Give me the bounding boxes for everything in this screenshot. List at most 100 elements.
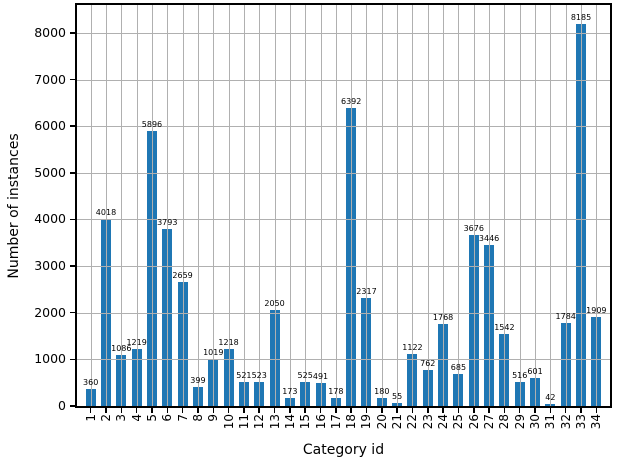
v-gridline xyxy=(335,5,337,406)
x-tick-mark xyxy=(396,408,398,413)
v-gridline xyxy=(182,5,184,406)
v-gridline xyxy=(397,5,399,406)
v-gridline xyxy=(105,5,107,406)
x-tick-mark xyxy=(289,408,291,413)
x-tick-label: 31 xyxy=(543,414,558,430)
x-tick-mark xyxy=(273,408,276,413)
x-axis-title: Category id xyxy=(302,442,385,458)
v-gridline xyxy=(351,5,353,406)
x-tick-label: 22 xyxy=(405,414,420,430)
x-tick-mark xyxy=(304,408,306,413)
v-gridline xyxy=(167,5,169,406)
x-tick-label: 18 xyxy=(344,414,359,430)
bar-value-label: 8185 xyxy=(570,13,592,23)
x-tick-mark xyxy=(473,408,475,413)
y-tick-label: 8000 xyxy=(34,24,66,40)
v-gridline xyxy=(305,5,307,406)
x-tick-mark xyxy=(457,408,460,413)
x-tick-label: 24 xyxy=(436,414,451,430)
x-tick-label: 20 xyxy=(374,414,389,430)
bar-value-label: 1768 xyxy=(432,312,454,322)
bar-value-label: 516 xyxy=(512,370,528,380)
x-tick-mark xyxy=(135,408,138,413)
y-tick-label: 7000 xyxy=(34,71,66,87)
v-gridline xyxy=(243,5,245,406)
v-gridline xyxy=(90,5,92,406)
y-tick-mark xyxy=(70,311,75,314)
x-tick-label: 26 xyxy=(466,414,481,430)
bar-value-label: 523 xyxy=(251,370,267,380)
v-gridline xyxy=(596,5,598,406)
x-tick-label: 28 xyxy=(497,414,512,430)
x-tick-label: 13 xyxy=(267,414,282,430)
v-gridline xyxy=(535,5,537,406)
bar-value-label: 2317 xyxy=(356,286,377,296)
x-tick-mark xyxy=(105,408,107,413)
bar-value-label: 6392 xyxy=(340,96,362,106)
v-gridline xyxy=(565,5,567,406)
bar-value-label: 525 xyxy=(297,370,313,380)
v-gridline xyxy=(550,5,552,406)
bar-value-label: 4018 xyxy=(95,207,117,217)
x-tick-label: 4 xyxy=(129,414,144,422)
x-tick-label: 3 xyxy=(114,414,129,422)
bar-value-label: 180 xyxy=(374,386,390,396)
v-gridline xyxy=(366,5,368,406)
h-gridline xyxy=(77,266,610,268)
v-gridline xyxy=(136,5,138,406)
v-gridline xyxy=(473,5,475,406)
v-gridline xyxy=(519,5,521,406)
y-tick-label: 2000 xyxy=(34,304,66,320)
bar-value-label: 42 xyxy=(545,393,556,403)
x-tick-mark xyxy=(120,408,123,413)
x-tick-label: 2 xyxy=(98,414,113,422)
bar-value-label: 1218 xyxy=(218,338,239,348)
y-tick-mark xyxy=(70,78,75,81)
x-tick-mark xyxy=(381,408,383,413)
bar-value-label: 5896 xyxy=(141,120,163,130)
x-tick-label: 14 xyxy=(282,414,297,430)
x-tick-mark xyxy=(227,408,230,413)
x-tick-mark xyxy=(595,408,598,413)
bar-value-label: 1542 xyxy=(494,323,515,333)
x-tick-label: 12 xyxy=(252,414,267,430)
bar-value-label: 1784 xyxy=(555,311,576,321)
bar-value-label: 55 xyxy=(392,392,403,402)
v-gridline xyxy=(259,5,261,406)
x-tick-mark xyxy=(427,408,429,413)
v-gridline xyxy=(274,5,276,406)
bar-value-label: 762 xyxy=(420,359,436,369)
bar-value-label: 2659 xyxy=(172,271,193,281)
bar-value-label: 1219 xyxy=(126,338,147,348)
bar-value-label: 1909 xyxy=(586,306,607,315)
v-gridline xyxy=(489,5,491,406)
x-tick-mark xyxy=(411,408,414,413)
x-tick-mark xyxy=(365,408,368,413)
bar-value-label: 601 xyxy=(527,366,543,376)
y-tick-label: 4000 xyxy=(34,211,66,227)
v-gridline xyxy=(289,5,291,406)
x-tick-mark xyxy=(549,408,552,413)
y-tick-label: 5000 xyxy=(34,164,66,180)
y-tick-mark xyxy=(70,405,75,407)
y-tick-label: 0 xyxy=(58,398,66,413)
x-tick-mark xyxy=(166,408,169,413)
bar-value-label: 1122 xyxy=(402,342,423,352)
y-tick-label: 6000 xyxy=(34,118,66,134)
x-tick-mark xyxy=(151,408,153,413)
x-tick-label: 27 xyxy=(482,414,497,430)
x-tick-label: 5 xyxy=(144,414,159,422)
x-tick-label: 1 xyxy=(83,414,98,422)
x-tick-label: 33 xyxy=(574,414,588,430)
y-tick-mark xyxy=(70,125,75,127)
bar-value-label: 1019 xyxy=(203,347,224,357)
x-tick-mark xyxy=(181,408,184,413)
bar-value-label: 1086 xyxy=(111,344,132,354)
x-tick-mark xyxy=(335,408,337,413)
bar-value-label: 491 xyxy=(312,372,329,382)
v-gridline xyxy=(581,5,582,406)
v-gridline xyxy=(412,5,414,406)
bar-value-label: 173 xyxy=(282,386,298,396)
x-tick-label: 6 xyxy=(160,414,175,422)
x-tick-mark xyxy=(534,408,536,413)
